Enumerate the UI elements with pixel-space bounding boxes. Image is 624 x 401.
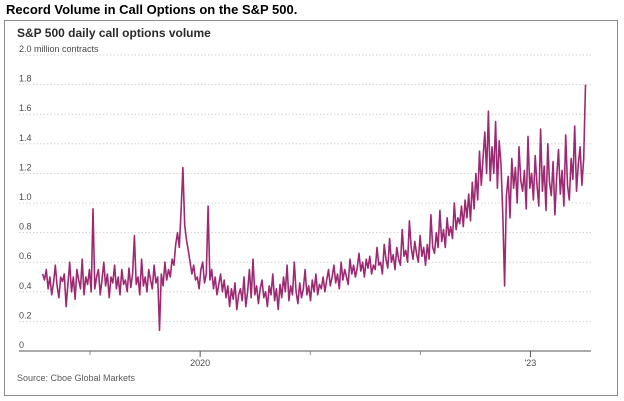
document-title: Record Volume in Call Options on the S&P… <box>6 2 298 17</box>
chart-plot: 2.0 million contracts 1.8 1.6 1.4 1.2 1.0 0.8 0… <box>19 44 591 368</box>
chart-title: S&P 500 daily call options volume <box>17 26 211 40</box>
y-tick-label: 1.8 <box>19 74 32 84</box>
y-tick-label: 0.4 <box>19 281 32 291</box>
chart-source: Source: Cboe Global Markets <box>17 373 136 383</box>
y-tick-label: 1.6 <box>19 103 32 113</box>
chart-panel: S&P 500 daily call options volume 2.0 mi… <box>4 20 618 396</box>
y-tick-label: 0 <box>19 340 24 350</box>
y-tick-label: 0.6 <box>19 251 32 261</box>
series-line-0 <box>41 84 587 332</box>
x-tick-label: 2020 <box>190 358 210 368</box>
y-tick-label: 0.8 <box>19 222 32 232</box>
y-tick-label: 1.2 <box>19 162 32 172</box>
x-tick-label: '23 <box>525 358 537 368</box>
y-tick-label: 0.2 <box>19 310 32 320</box>
y-tick-label: 2.0 million contracts <box>19 44 99 54</box>
y-tick-label: 1.4 <box>19 133 32 143</box>
y-tick-label: 1.0 <box>19 192 32 202</box>
